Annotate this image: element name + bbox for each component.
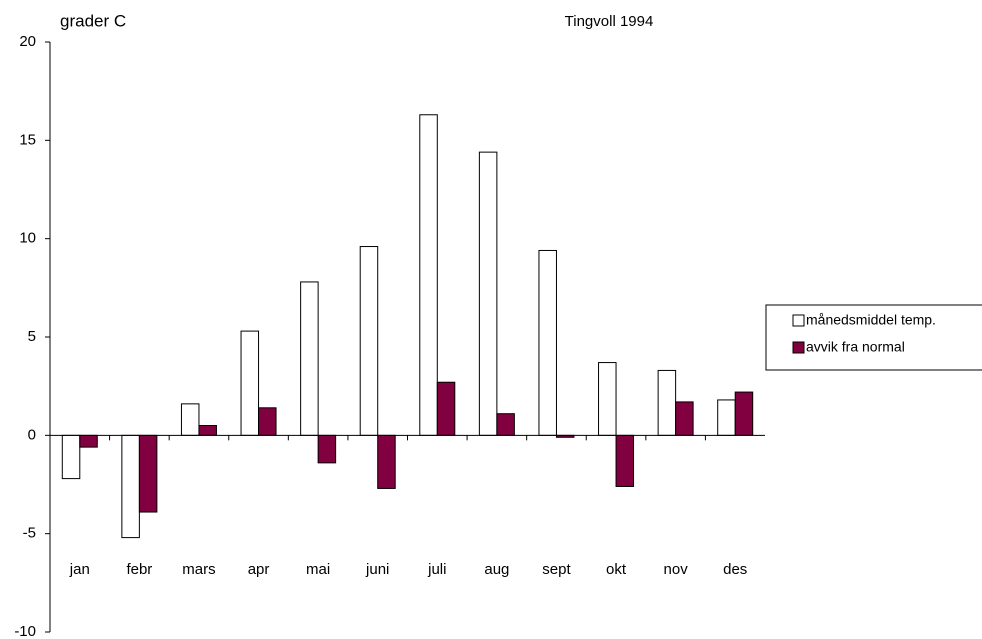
bar xyxy=(180,403,200,436)
x-tick-label: juli xyxy=(427,561,446,578)
x-tick-label: des xyxy=(723,561,747,578)
bar xyxy=(615,434,635,487)
y-tick-label: 20 xyxy=(19,33,36,50)
x-tick-label: sept xyxy=(542,561,571,578)
bar xyxy=(598,362,617,436)
x-tick-label: apr xyxy=(248,561,270,578)
legend-swatch xyxy=(792,341,805,354)
x-tick-label: mars xyxy=(182,561,215,578)
bar xyxy=(240,330,260,436)
bar xyxy=(79,434,98,448)
y-axis-label: grader C xyxy=(60,11,126,30)
x-tick-label: jan xyxy=(69,561,90,578)
bar xyxy=(317,434,337,464)
bar xyxy=(478,151,498,436)
bar xyxy=(675,401,694,436)
y-tick-label: 15 xyxy=(19,131,36,148)
bar xyxy=(61,434,81,480)
bar xyxy=(436,381,456,436)
bar xyxy=(496,413,515,436)
x-tick-label: okt xyxy=(606,561,627,578)
bar xyxy=(657,369,677,436)
y-tick-label: 10 xyxy=(19,230,36,247)
legend-swatch xyxy=(792,314,805,327)
bar xyxy=(121,434,140,539)
bar xyxy=(359,246,379,436)
bar xyxy=(377,434,396,489)
x-tick-label: nov xyxy=(664,561,689,578)
bar xyxy=(198,425,217,436)
y-tick-label: -10 xyxy=(14,623,36,639)
x-tick-label: aug xyxy=(484,561,509,578)
x-tick-label: juni xyxy=(365,561,389,578)
legend-label: månedsmiddel temp. xyxy=(806,312,936,328)
y-tick-label: 5 xyxy=(28,328,36,345)
y-tick-label: 0 xyxy=(28,426,36,443)
y-tick-label: -5 xyxy=(23,525,36,542)
chart-title: Tingvoll 1994 xyxy=(565,13,654,30)
x-tick-label: febr xyxy=(126,561,152,578)
bar xyxy=(734,391,754,436)
bar xyxy=(717,399,736,436)
bar xyxy=(300,281,319,436)
bar xyxy=(419,114,438,436)
legend-box xyxy=(765,304,982,371)
bar xyxy=(138,434,158,513)
bar xyxy=(538,249,557,436)
bar xyxy=(258,407,277,436)
x-tick-label: mai xyxy=(306,561,330,578)
legend-label: avvik fra normal xyxy=(806,339,905,355)
